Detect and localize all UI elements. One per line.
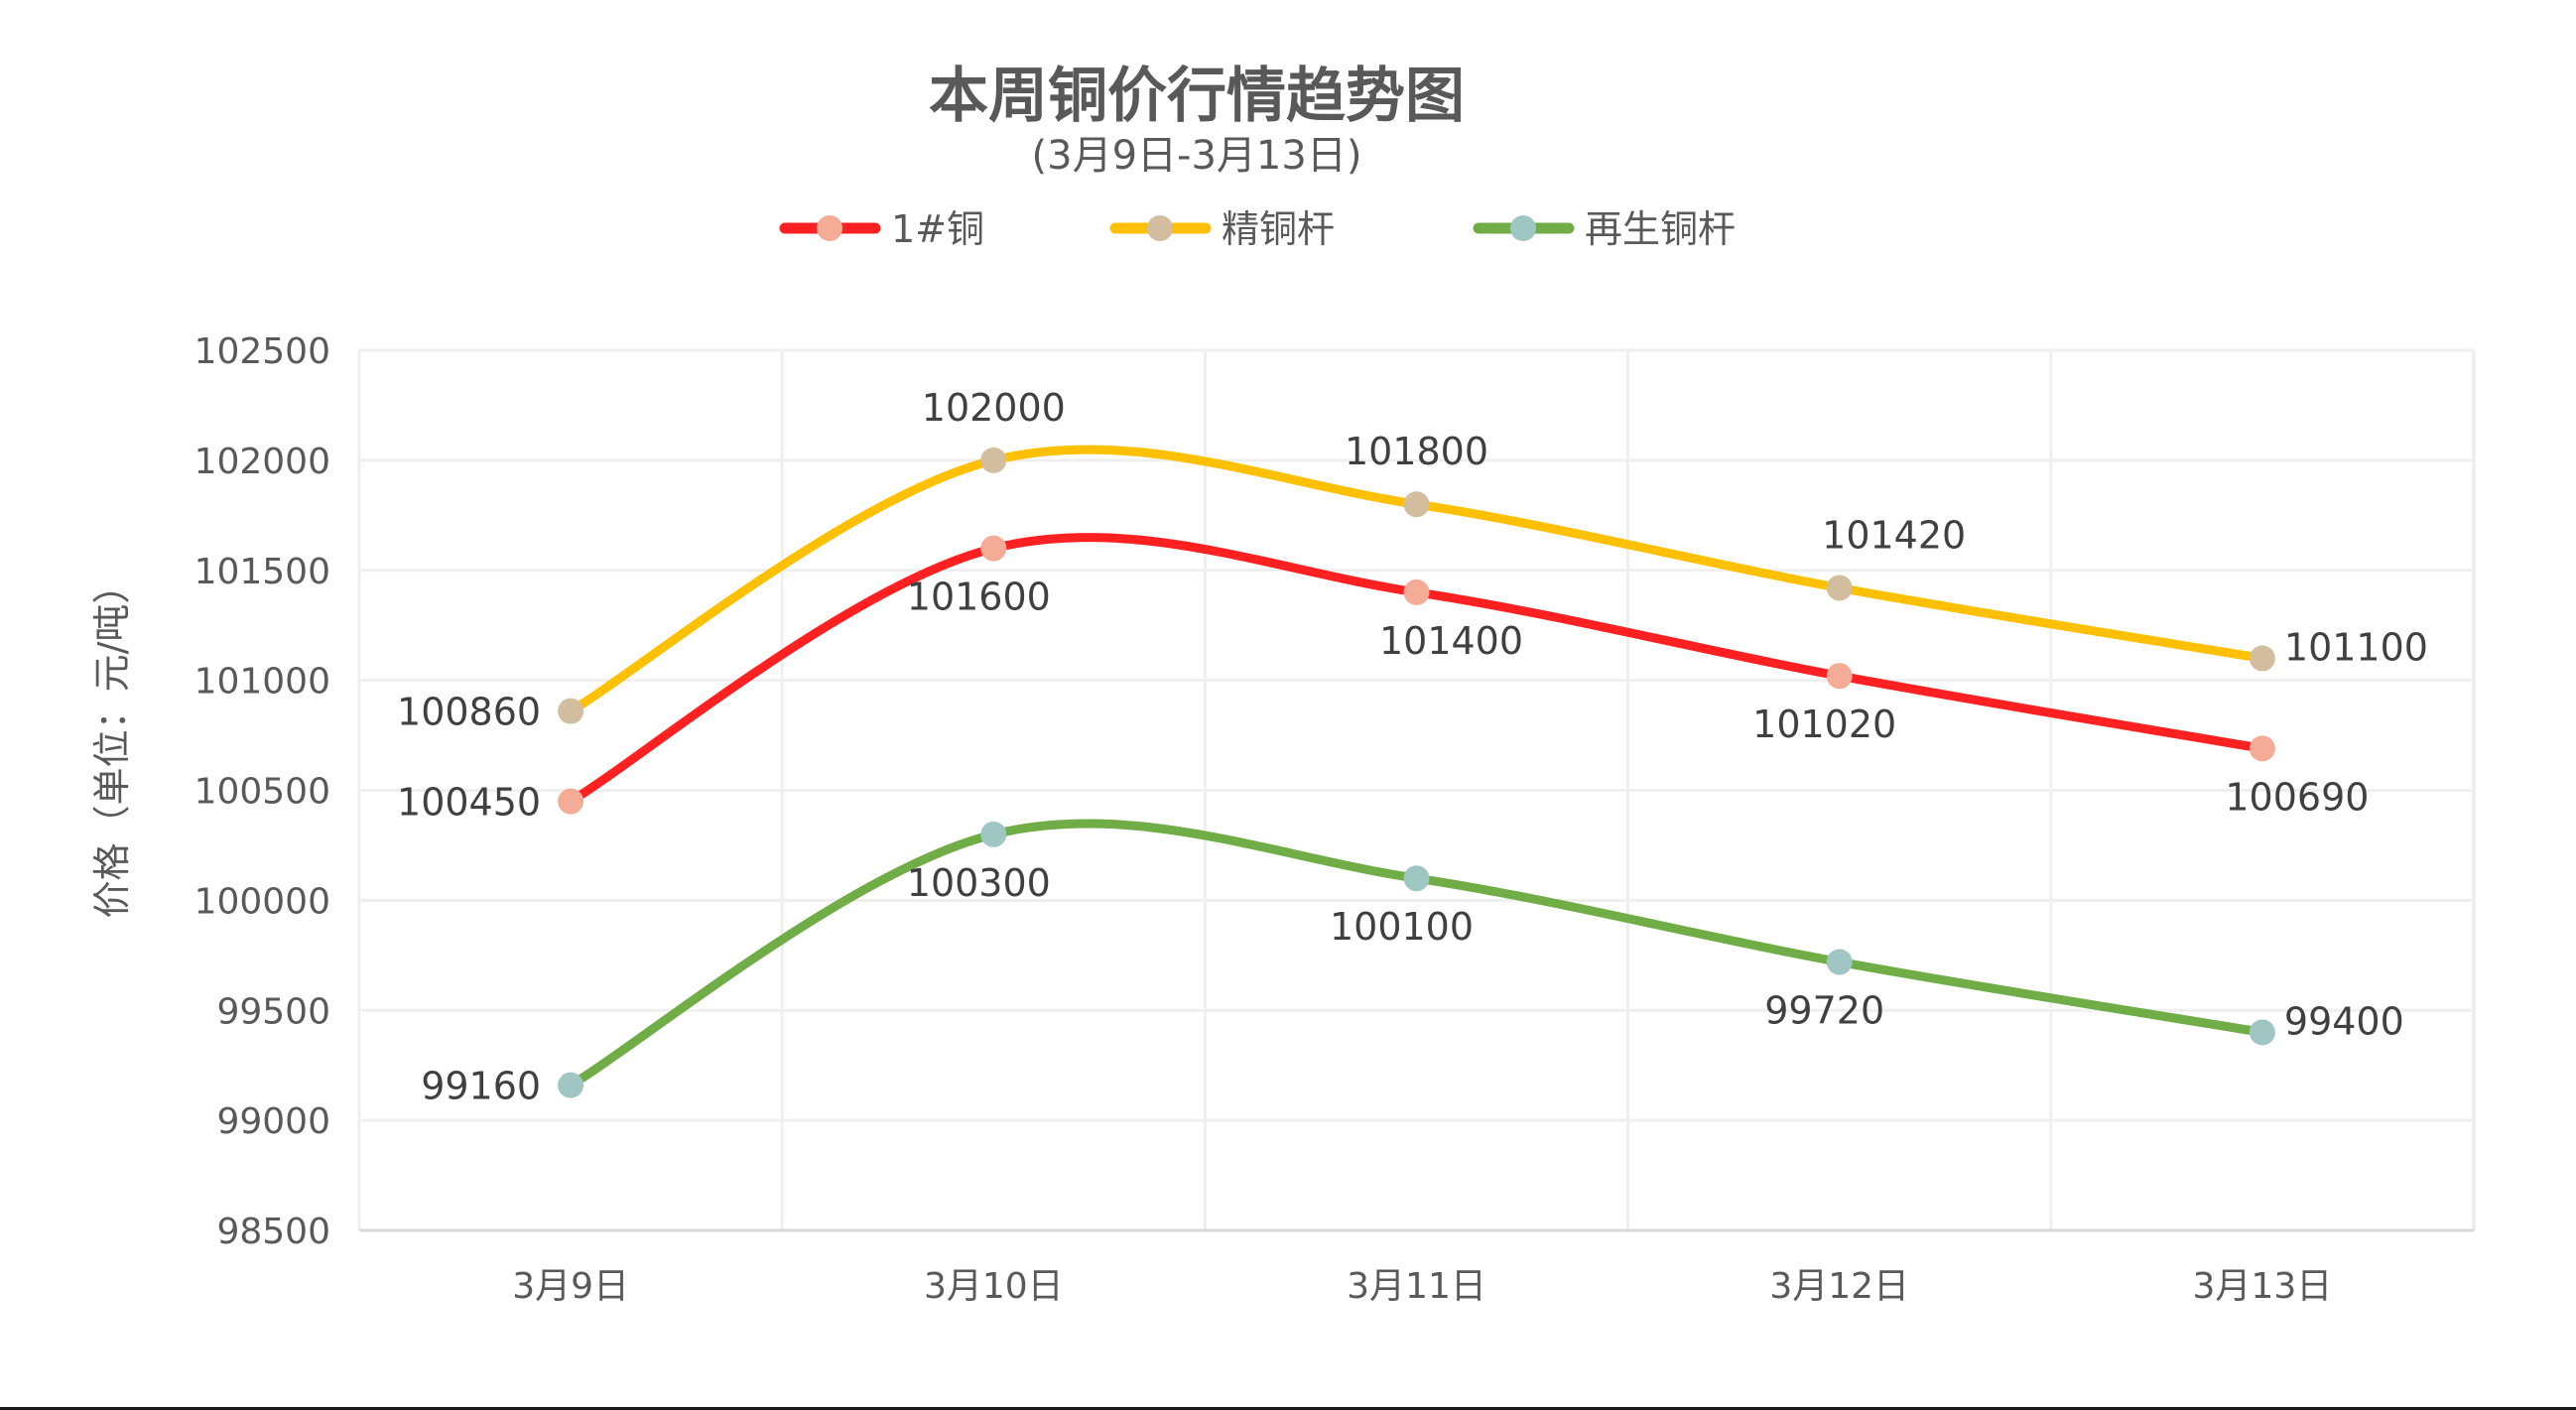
x-tick-label: 3月9日 xyxy=(512,1266,629,1307)
x-tick-label: 3月10日 xyxy=(924,1266,1064,1307)
data-label: 100300 xyxy=(907,861,1051,905)
data-label: 101420 xyxy=(1822,513,1966,557)
data-label: 99160 xyxy=(421,1065,541,1108)
y-tick-label: 102500 xyxy=(194,331,330,372)
legend-marker-icon xyxy=(1147,215,1173,241)
data-marker-icon xyxy=(1403,578,1430,605)
data-marker-icon xyxy=(1826,663,1853,690)
legend: 1#铜 精铜杆 再生铜杆 xyxy=(779,207,1736,251)
series-line xyxy=(566,819,2267,1090)
y-tick-label: 99500 xyxy=(216,991,330,1032)
legend-label: 再生铜杆 xyxy=(1585,207,1736,251)
data-label: 101100 xyxy=(2284,625,2428,669)
legend-label: 1#铜 xyxy=(891,207,984,251)
data-labels: 100450 101600 101400 101020 100690 100860 1020… xyxy=(397,386,2428,1108)
data-label: 100100 xyxy=(1330,905,1474,949)
x-axis-ticks: 3月9日 3月10日 3月11日 3月12日 3月13日 xyxy=(512,1266,2332,1307)
legend-item: 1#铜 xyxy=(779,207,984,251)
y-axis-label: 价格（单位：元/吨） xyxy=(90,567,134,919)
series-1 xyxy=(558,445,2275,724)
data-marker-icon xyxy=(1403,865,1430,892)
data-marker-icon xyxy=(1826,949,1853,975)
y-tick-label: 98500 xyxy=(216,1212,330,1252)
chart-subtitle: (3月9日-3月13日) xyxy=(1032,133,1362,179)
legend-marker-icon xyxy=(1510,215,1536,241)
y-tick-label: 101000 xyxy=(194,662,330,703)
data-marker-icon xyxy=(2249,645,2275,672)
series-lines xyxy=(558,445,2275,1098)
data-marker-icon xyxy=(980,535,1007,562)
chart-title: 本周铜价行情趋势图 xyxy=(929,62,1465,131)
data-label: 100860 xyxy=(397,691,541,734)
data-marker-icon xyxy=(2249,735,2275,762)
y-tick-label: 100000 xyxy=(194,881,330,922)
x-tick-label: 3月13日 xyxy=(2193,1266,2333,1307)
data-label: 101800 xyxy=(1345,430,1488,473)
legend-item: 精铜杆 xyxy=(1109,207,1335,251)
data-marker-icon xyxy=(980,447,1007,473)
y-tick-label: 100500 xyxy=(194,772,330,813)
legend-item: 再生铜杆 xyxy=(1473,207,1736,251)
y-tick-label: 99000 xyxy=(216,1101,330,1142)
data-label: 101020 xyxy=(1752,703,1896,746)
bottom-border xyxy=(0,1407,2576,1410)
data-marker-icon xyxy=(558,698,584,724)
series-line xyxy=(566,533,2267,807)
data-label: 99720 xyxy=(1764,988,1884,1032)
grid-lines xyxy=(357,348,2476,1232)
x-tick-label: 3月12日 xyxy=(1769,1266,1909,1307)
x-tick-label: 3月11日 xyxy=(1347,1266,1486,1307)
data-label: 101600 xyxy=(907,576,1051,619)
data-marker-icon xyxy=(980,821,1007,847)
data-marker-icon xyxy=(2249,1019,2275,1046)
series-0 xyxy=(558,533,2275,815)
data-marker-icon xyxy=(558,1072,584,1098)
data-marker-icon xyxy=(558,788,584,815)
data-label: 102000 xyxy=(922,386,1066,430)
data-label: 100450 xyxy=(397,781,541,825)
legend-marker-icon xyxy=(817,215,842,241)
data-label: 99400 xyxy=(2284,999,2404,1043)
y-axis-ticks: 98500 99000 99500 100000 100500 101000 101500 1… xyxy=(194,331,330,1252)
data-marker-icon xyxy=(1826,575,1853,601)
legend-label: 精铜杆 xyxy=(1222,207,1335,251)
y-tick-label: 101500 xyxy=(194,552,330,592)
data-marker-icon xyxy=(1403,491,1430,518)
data-label: 101400 xyxy=(1379,619,1523,663)
y-tick-label: 102000 xyxy=(194,442,330,482)
data-label: 100690 xyxy=(2225,775,2369,819)
series-2 xyxy=(558,819,2275,1098)
